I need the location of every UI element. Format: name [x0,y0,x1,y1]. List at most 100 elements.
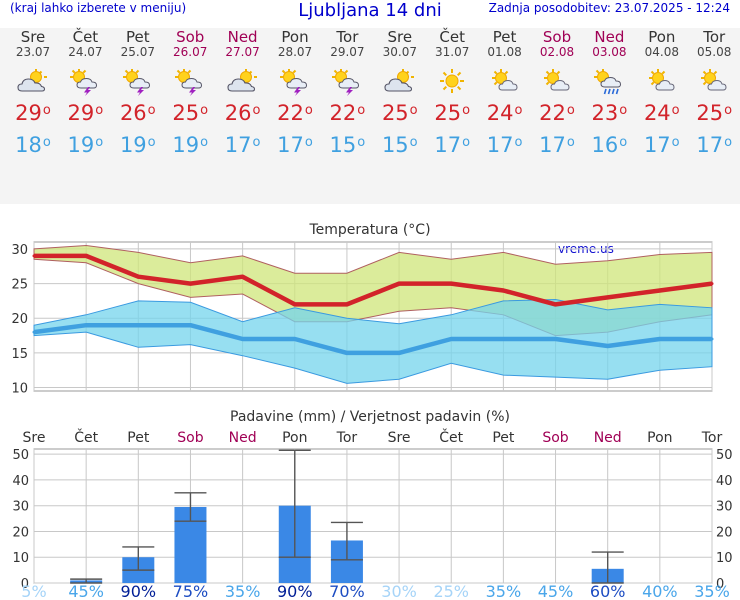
thunderstorm-icon [330,68,364,96]
max-temperature: 29o [15,101,51,125]
day-column[interactable]: Ned 27.07 26o 17o [217,28,269,158]
menu-hint[interactable]: (kraj lahko izberete v meniju) [10,1,187,15]
last-updated: Zadnja posodobitev: 23.07.2025 - 12:24 [488,1,730,15]
day-label: Čet [74,428,98,446]
y-tick-label: 15 [11,347,28,362]
sun-cloud-icon [697,68,731,96]
temperature-chart-title: Temperatura (°C) [308,222,430,238]
min-temperature: 17o [277,133,313,157]
day-name: Čet [72,28,99,46]
day-date: 29.07 [330,45,365,59]
min-temperature: 17o [696,133,733,157]
precipitation-probability: 40% [642,582,678,600]
max-temperature-line-point [188,282,192,286]
day-column[interactable]: Pon 04.08 24o 17o [636,28,688,158]
max-temperature-line-point [658,289,662,293]
max-temperature-line-point [84,254,88,258]
y-tick-label: 20 [11,312,28,327]
y-tick-label-right: 30 [716,500,733,515]
precipitation-probability: 30% [381,582,417,600]
precipitation-probability: 60% [590,582,626,600]
day-column[interactable]: Pet 01.08 24o 17o [479,28,531,158]
min-temperature-line-point [397,351,401,355]
day-column[interactable]: Čet 31.07 25o 17o [426,28,478,158]
min-temperature-line-point [345,351,349,355]
day-name: Tor [703,28,726,46]
day-column[interactable]: Tor 05.08 25o 17o [688,28,740,158]
top-bar: (kraj lahko izberete v meniju) Ljubljana… [0,0,740,22]
day-column[interactable]: Sob 02.08 22o 17o [531,28,583,158]
day-name: Sob [176,28,205,46]
min-temperature-line-point [710,337,714,341]
day-column[interactable]: Sob 26.07 25o 19o [164,28,216,158]
sun-cloud-icon [488,68,522,96]
min-temperature: 15o [329,133,366,157]
day-column[interactable]: Sre 30.07 25o 15o [374,28,426,158]
thunderstorm-icon [278,68,312,96]
y-tick-label: 40 [12,474,29,489]
error-bar [70,578,103,584]
day-column[interactable]: Pon 28.07 22o 17o [269,28,321,158]
y-tick-label: 25 [11,278,28,293]
y-tick-label: 50 [12,448,29,463]
min-temperature-line-point [606,344,610,348]
min-temperature-line-point [449,337,453,341]
max-temperature-line-point [241,275,245,279]
max-temperature: 25o [381,101,418,125]
min-temperature-range [33,298,713,384]
day-name: Tor [336,28,359,46]
y-tick-label: 30 [12,500,29,515]
precipitation-chart-title: Padavine (mm) / Verjetnost padavin (%) [230,409,510,425]
max-temperature-line-point [606,295,610,299]
precipitation-probability: 35% [694,582,730,600]
day-column[interactable]: Čet 24.07 29o 19o [59,28,111,158]
max-temperature: 25o [434,101,471,125]
page-title: Ljubljana 14 dni [298,0,442,21]
day-label: Tor [336,430,358,446]
y-tick-label: 30 [11,243,28,258]
day-label: Pon [647,430,672,446]
max-temperature: 22o [539,101,575,125]
day-date: 30.07 [382,45,417,59]
max-temperature-line-point [345,302,349,306]
day-date: 25.07 [120,45,155,59]
day-column[interactable]: Pet 25.07 26o 19o [112,28,164,158]
min-temperature: 18o [15,133,51,157]
min-temperature: 17o [224,133,261,157]
precipitation-probability: 45% [538,582,574,600]
day-name: Čet [439,28,465,46]
precipitation-probability: 45% [68,582,104,600]
y-tick-label: 0 [21,577,29,592]
y-tick-label: 20 [12,525,29,540]
precipitation-chart: Padavine (mm) / Verjetnost padavin (%) S… [12,409,733,600]
thunderstorm-icon [173,68,207,96]
max-temperature-line-point [397,282,401,286]
day-date: 27.07 [225,45,260,59]
min-temperature-line-point [84,323,88,327]
day-label: Sre [23,430,46,446]
day-label: Ned [229,430,257,446]
max-temperature-line-point [293,302,297,306]
y-tick-label: 10 [11,382,28,397]
min-temperature-line [33,322,712,356]
max-temperature: 22o [329,101,366,125]
day-date: 03.08 [592,45,627,59]
day-label: Čet [439,428,463,446]
precipitation-probability: 90% [277,582,313,600]
day-date: 04.08 [644,45,679,59]
precipitation-probability: 90% [121,582,157,600]
day-label: Tor [701,430,723,446]
min-temperature-line-point [554,337,558,341]
day-column[interactable]: Tor 29.07 22o 15o [321,28,373,158]
day-name: Sob [542,28,572,46]
min-temperature: 17o [434,133,471,157]
max-temperature: 24o [643,101,680,125]
day-column[interactable]: Ned 03.08 23o 16o [583,28,635,158]
min-temperature: 17o [643,133,680,157]
day-label: Pet [492,430,515,446]
day-column[interactable]: Sre 23.07 29o 18o [7,28,59,158]
day-date: 05.08 [697,45,732,59]
min-temperature: 19o [172,133,209,157]
min-temperature-line-point [188,323,192,327]
